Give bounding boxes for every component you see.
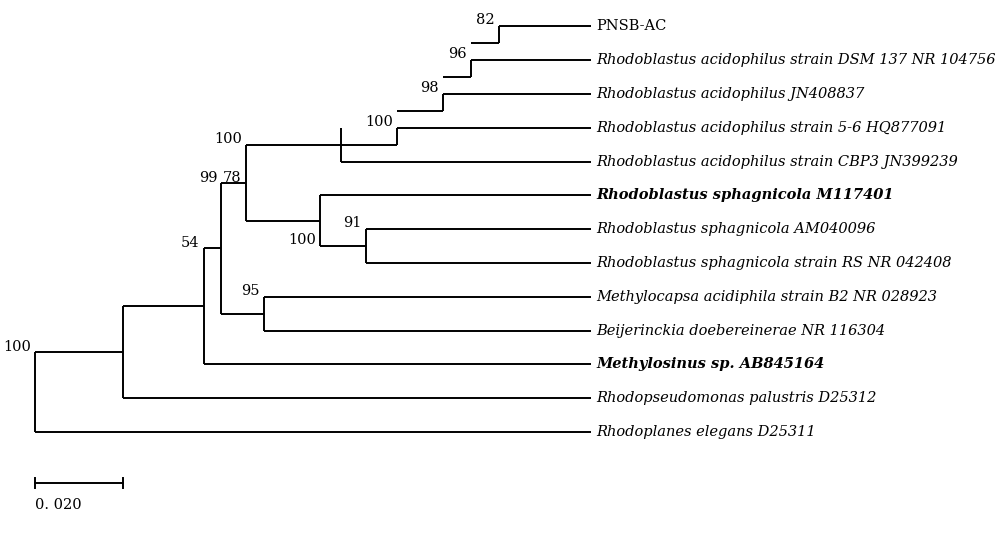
Text: Methylosinus sp. AB845164: Methylosinus sp. AB845164 <box>596 357 825 372</box>
Text: Rhodoplanes elegans D25311: Rhodoplanes elegans D25311 <box>596 425 816 439</box>
Text: Beijerinckia doebereinerae NR 116304: Beijerinckia doebereinerae NR 116304 <box>596 324 885 337</box>
Text: PNSB-AC: PNSB-AC <box>596 19 667 33</box>
Text: 100: 100 <box>288 233 316 247</box>
Text: 100: 100 <box>3 340 31 354</box>
Text: 0. 020: 0. 020 <box>35 498 82 512</box>
Text: 82: 82 <box>476 13 495 27</box>
Text: Rhodopseudomonas palustris D25312: Rhodopseudomonas palustris D25312 <box>596 391 877 405</box>
Text: Methylocapsa acidiphila strain B2 NR 028923: Methylocapsa acidiphila strain B2 NR 028… <box>596 290 937 304</box>
Text: Rhodoblastus acidophilus strain 5-6 HQ877091: Rhodoblastus acidophilus strain 5-6 HQ87… <box>596 121 947 135</box>
Text: Rhodoblastus acidophilus strain DSM 137 NR 104756: Rhodoblastus acidophilus strain DSM 137 … <box>596 53 996 67</box>
Text: 100: 100 <box>365 114 393 129</box>
Text: 54: 54 <box>181 236 200 250</box>
Text: 96: 96 <box>448 47 467 61</box>
Text: Rhodoblastus acidophilus JN408837: Rhodoblastus acidophilus JN408837 <box>596 87 865 101</box>
Text: 91: 91 <box>343 216 361 230</box>
Text: Rhodoblastus acidophilus strain CBP3 JN399239: Rhodoblastus acidophilus strain CBP3 JN3… <box>596 155 958 169</box>
Text: 95: 95 <box>241 284 259 298</box>
Text: 100: 100 <box>214 132 242 145</box>
Text: Rhodoblastus sphagnicola strain RS NR 042408: Rhodoblastus sphagnicola strain RS NR 04… <box>596 256 952 270</box>
Text: 98: 98 <box>420 81 439 95</box>
Text: 78: 78 <box>223 171 242 185</box>
Text: Rhodoblastus sphagnicola AM040096: Rhodoblastus sphagnicola AM040096 <box>596 222 876 236</box>
Text: Rhodoblastus sphagnicola M117401: Rhodoblastus sphagnicola M117401 <box>596 189 894 202</box>
Text: 99: 99 <box>199 171 217 185</box>
